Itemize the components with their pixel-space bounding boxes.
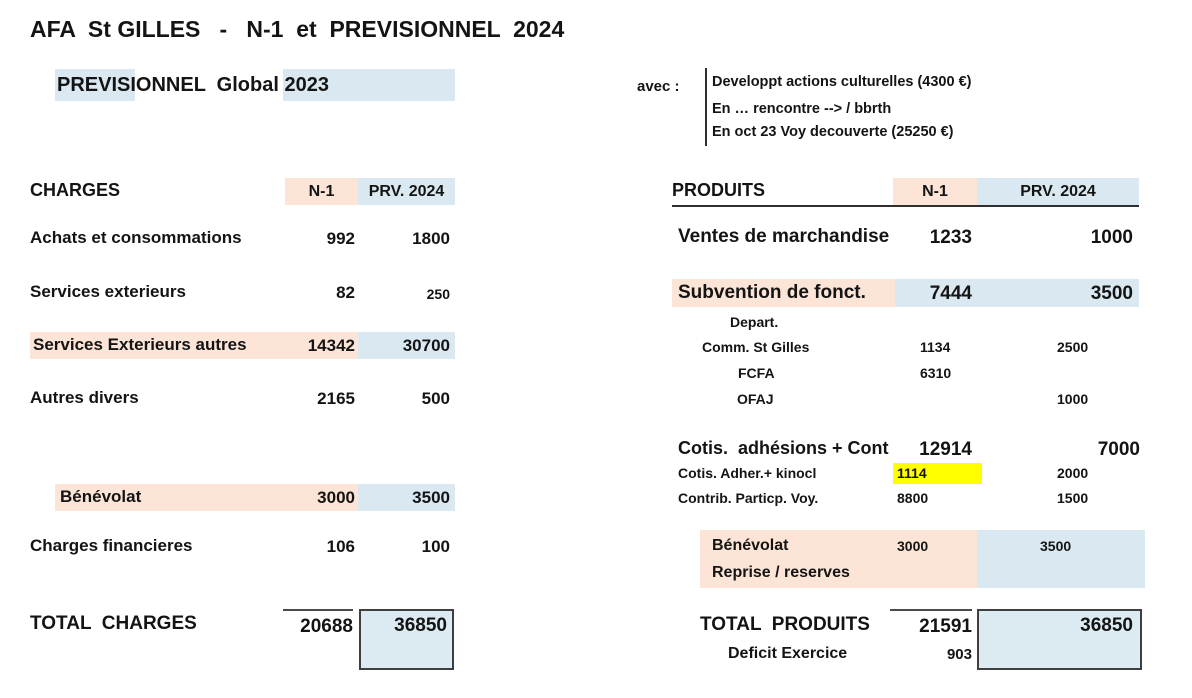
row-label: Achats et consommations xyxy=(30,228,242,247)
row-highlight-peach xyxy=(55,484,358,511)
row-label: Subvention de fonct. xyxy=(678,282,866,303)
subtitle: PREVISIONNEL Global 2023 xyxy=(57,74,329,96)
total-prv-box: 36850 xyxy=(359,609,454,670)
row-label: OFAJ xyxy=(737,391,774,407)
row-prv-value: 250 xyxy=(426,286,450,302)
total-label: TOTAL PRODUITS xyxy=(700,614,870,635)
subtitle-highlight-right xyxy=(283,69,455,101)
row-prv-value: 3500 xyxy=(412,488,450,507)
row-prv-value: 3500 xyxy=(1040,538,1072,554)
row-label: Charges financieres xyxy=(30,536,193,555)
row-label: Services Exterieurs autres xyxy=(33,335,247,354)
row-n1-value: 14342 xyxy=(307,336,355,355)
row-n1-value: 3000 xyxy=(897,538,929,554)
row-highlight-blue xyxy=(358,484,455,511)
row-n1-value: 2165 xyxy=(317,389,355,408)
annotation-line-3: En oct 23 Voy decouverte (25250 €) xyxy=(712,124,954,140)
row-label: Depart. xyxy=(730,314,779,330)
row-n1-value: 106 xyxy=(326,537,355,556)
row-prv-value: 1800 xyxy=(412,229,450,248)
row-label: Bénévolat xyxy=(712,537,789,554)
row-highlight-blue xyxy=(358,332,455,359)
row-prv-value: 3500 xyxy=(1090,283,1133,304)
row-n1-value: 992 xyxy=(326,229,355,248)
row-highlight-peach xyxy=(672,279,895,307)
row-prv-value: 500 xyxy=(421,389,450,408)
row-prv-value: 100 xyxy=(421,537,450,556)
row-n1-value: 3000 xyxy=(317,488,355,507)
row-n1-value: 82 xyxy=(336,283,355,302)
row-highlight-blue xyxy=(895,279,1139,307)
row-n1-value: 7444 xyxy=(929,283,972,304)
row-highlight-yellow xyxy=(893,463,982,484)
annotation-divider xyxy=(705,68,707,146)
total-prv-box: 36850 xyxy=(977,609,1142,670)
row-label: Bénévolat xyxy=(60,487,142,506)
produits-col-prv: PRV. 2024 xyxy=(977,178,1139,205)
charges-col-prv: PRV. 2024 xyxy=(358,178,455,205)
annotation-line-2: En … rencontre --> / bbrth xyxy=(712,101,892,117)
row-n1-value: 6310 xyxy=(920,365,952,381)
row-highlight-peach xyxy=(700,530,977,588)
row-label: Cotis. adhésions + Cont xyxy=(678,438,889,458)
row-label: Services exterieurs xyxy=(30,282,186,301)
row-label: FCFA xyxy=(738,365,775,381)
total-label: TOTAL CHARGES xyxy=(30,613,197,634)
total-n1-value: 21591 xyxy=(890,609,972,638)
deficit-label: Deficit Exercice xyxy=(728,645,848,662)
row-label: Autres divers xyxy=(30,388,139,407)
row-n1-value: 12914 xyxy=(919,439,972,460)
row-label: Ventes de marchandise xyxy=(678,226,890,247)
row-n1-value: 1134 xyxy=(920,339,951,355)
row-label: Comm. St Gilles xyxy=(702,339,810,355)
row-prv-value: 1000 xyxy=(1057,391,1089,407)
row-label: Cotis. Adher.+ kinocl xyxy=(678,465,817,481)
row-prv-value: 30700 xyxy=(402,336,450,355)
total-n1-value: 20688 xyxy=(283,609,353,638)
row-highlight-blue xyxy=(977,530,1145,588)
row-prv-value: 2000 xyxy=(1057,465,1089,481)
row-prv-value: 2500 xyxy=(1057,339,1089,355)
row-label: Reprise / reserves xyxy=(712,564,850,581)
row-n1-value: 1114 xyxy=(897,465,927,481)
row-n1-value: 8800 xyxy=(897,490,929,506)
charges-col-n1: N-1 xyxy=(285,178,358,205)
charges-section-title: CHARGES xyxy=(30,180,121,200)
deficit-value: 903 xyxy=(946,646,972,663)
produits-section-title: PRODUITS xyxy=(672,180,766,200)
row-prv-value: 1000 xyxy=(1090,227,1133,248)
row-prv-value: 1500 xyxy=(1057,490,1089,506)
annotation-line-1: Developpt actions culturelles (4300 €) xyxy=(712,74,972,90)
row-highlight-peach xyxy=(30,332,358,359)
row-prv-value: 7000 xyxy=(1097,439,1140,460)
annotation-label: avec : xyxy=(637,78,680,95)
row-n1-value: 1233 xyxy=(929,227,972,248)
page-title: AFA St GILLES - N-1 et PREVISIONNEL 2024 xyxy=(30,16,565,42)
produits-col-n1: N-1 xyxy=(893,178,977,205)
produits-header-row: PRODUITS N-1 PRV. 2024 xyxy=(672,178,1139,207)
row-label: Contrib. Particp. Voy. xyxy=(678,490,819,506)
subtitle-highlight-left xyxy=(55,69,135,101)
